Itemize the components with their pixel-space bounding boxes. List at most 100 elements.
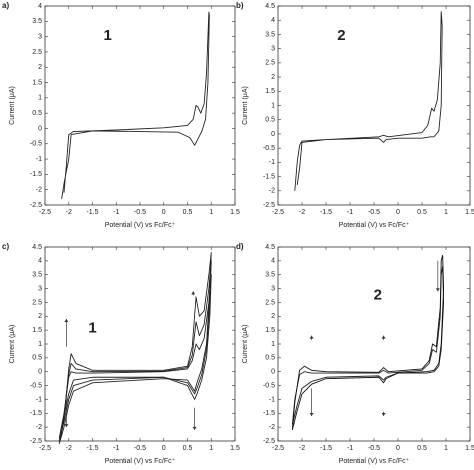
y-tick-label: 2.5 <box>32 299 42 306</box>
y-tick-label: 0 <box>38 125 42 132</box>
x-tick-label: -1 <box>347 209 353 216</box>
x-tick-label: 1 <box>444 209 448 216</box>
x-tick-label: -1 <box>347 445 353 452</box>
y-tick-label: -2.5 <box>30 202 42 209</box>
x-axis-label: Potential (V) vs Fc/Fc⁺ <box>339 222 410 229</box>
y-tick-label: -0.5 <box>263 382 275 389</box>
panel-label: b) <box>236 1 244 10</box>
x-tick-label: 1.5 <box>465 209 474 216</box>
x-tick-label: 0 <box>396 445 400 452</box>
y-tick-label: 3.5 <box>265 272 275 279</box>
x-tick-label: 1.5 <box>230 445 240 452</box>
cv-curve <box>58 252 212 444</box>
y-tick-label: 0 <box>271 369 275 376</box>
arrow-head <box>64 319 69 323</box>
y-tick-label: 1 <box>271 102 275 109</box>
y-tick-label: -1.5 <box>263 410 275 417</box>
compound-label: 2 <box>337 27 345 44</box>
x-tick-label: -2 <box>299 445 305 452</box>
y-tick-label: -2.5 <box>263 202 275 209</box>
compound-label: 2 <box>374 286 382 303</box>
y-tick-label: 3 <box>38 285 42 292</box>
y-tick-label: -1.5 <box>30 410 42 417</box>
x-tick-label: -0.5 <box>368 209 380 216</box>
x-tick-label: -2.5 <box>272 209 284 216</box>
y-tick-label: 0.5 <box>32 110 42 117</box>
x-tick-label: 1.5 <box>230 209 240 216</box>
y-tick-label: -2.5 <box>30 438 42 445</box>
x-tick-label: 0 <box>162 445 166 452</box>
cv-curve <box>58 274 212 439</box>
y-tick-label: 3 <box>271 45 275 52</box>
y-tick-label: 2 <box>38 313 42 320</box>
y-tick-label: -0.5 <box>263 145 275 152</box>
y-tick-label: 3 <box>38 33 42 40</box>
arrow-head <box>309 335 314 339</box>
x-tick-label: 1 <box>209 209 213 216</box>
y-tick-label: 4.5 <box>265 244 275 251</box>
x-tick-label: -1.5 <box>320 445 332 452</box>
x-tick-label: 1 <box>209 445 213 452</box>
arrow-head <box>192 426 197 430</box>
y-tick-label: -1 <box>269 396 275 403</box>
x-tick-label: -1 <box>113 445 119 452</box>
x-tick-label: -0.5 <box>134 209 146 216</box>
y-tick-label: 3.5 <box>32 272 42 279</box>
cv-curve <box>58 260 212 442</box>
y-axis-label: Current (μA) <box>9 86 16 125</box>
arrow-head <box>381 413 386 417</box>
x-tick-label: -2 <box>66 445 72 452</box>
y-tick-label: -2.5 <box>263 438 275 445</box>
panel-label: a) <box>2 1 9 10</box>
y-tick-label: -0.5 <box>30 141 42 148</box>
x-tick-label: -2.5 <box>39 209 51 216</box>
y-tick-label: 3.5 <box>265 31 275 38</box>
x-tick-label: -2 <box>299 209 305 216</box>
arrow-head <box>191 291 196 295</box>
arrow-head <box>309 413 314 417</box>
x-tick-label: 1.5 <box>465 445 474 452</box>
x-tick-label: -2 <box>66 209 72 216</box>
cv-curve <box>61 11 210 199</box>
y-tick-label: 0 <box>38 369 42 376</box>
y-tick-label: 3.5 <box>32 18 42 25</box>
y-tick-label: 1 <box>38 95 42 102</box>
cv-curve <box>294 11 443 191</box>
y-tick-label: 1 <box>271 341 275 348</box>
x-tick-label: 0.5 <box>417 445 427 452</box>
y-axis-label: Current (μA) <box>242 86 249 125</box>
y-tick-label: 1.5 <box>265 327 275 334</box>
compound-label: 1 <box>104 27 112 44</box>
x-tick-label: -1.5 <box>86 209 98 216</box>
y-tick-label: 4 <box>271 258 275 265</box>
y-tick-label: -2 <box>36 187 42 194</box>
y-tick-label: 0 <box>271 131 275 138</box>
y-tick-label: 2.5 <box>32 49 42 56</box>
x-tick-label: 0 <box>162 209 166 216</box>
y-tick-label: 2.5 <box>265 60 275 67</box>
y-tick-label: 2 <box>271 313 275 320</box>
y-tick-label: -0.5 <box>30 382 42 389</box>
x-tick-label: -0.5 <box>134 445 146 452</box>
x-tick-label: 0.5 <box>183 445 193 452</box>
y-axis-label: Current (μA) <box>242 325 249 364</box>
y-tick-label: 1 <box>38 341 42 348</box>
y-tick-label: -1 <box>36 396 42 403</box>
y-tick-label: 2.5 <box>265 299 275 306</box>
cv-curve <box>291 254 445 431</box>
y-tick-label: 2 <box>38 64 42 71</box>
y-tick-label: -2 <box>36 424 42 431</box>
x-tick-label: 0 <box>396 209 400 216</box>
arrow-head <box>435 288 440 292</box>
compound-label: 1 <box>88 319 96 336</box>
x-tick-label: -2.5 <box>272 445 284 452</box>
y-tick-label: -1.5 <box>263 173 275 180</box>
y-tick-label: -2 <box>269 188 275 195</box>
y-axis-label: Current (μA) <box>9 325 16 364</box>
x-tick-label: -0.5 <box>368 445 380 452</box>
y-tick-label: 2 <box>271 74 275 81</box>
cv-curve <box>291 265 445 425</box>
panel-label: c) <box>2 242 9 251</box>
y-tick-label: 1.5 <box>32 79 42 86</box>
y-tick-label: 0.5 <box>265 355 275 362</box>
